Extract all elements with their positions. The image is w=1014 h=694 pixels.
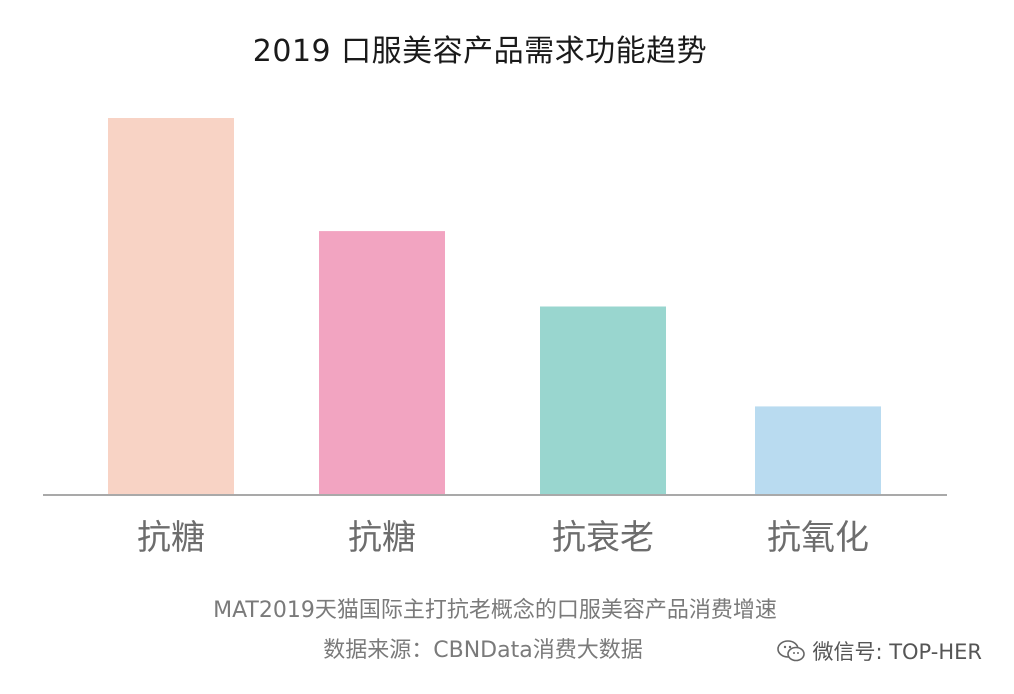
category-label-1: 抗糖 [137, 518, 205, 558]
category-labels: 抗糖 抗糖 抗衰老 抗氧化 [137, 518, 869, 558]
bar-1 [108, 118, 234, 495]
bar-3 [540, 306, 666, 495]
watermark-text: 微信号: TOP-HER [812, 640, 982, 664]
chart-title: 2019 口服美容产品需求功能趋势 [252, 34, 708, 69]
category-label-3: 抗衰老 [552, 518, 654, 558]
category-label-4: 抗氧化 [767, 518, 869, 558]
wechat-icon [777, 640, 806, 662]
bar-4 [755, 406, 881, 495]
watermark: 微信号: TOP-HER [776, 636, 982, 666]
bar-2 [319, 231, 445, 495]
caption-line-1: MAT2019天猫国际主打抗老概念的口服美容产品消费增速 [213, 598, 777, 623]
category-label-2: 抗糖 [348, 518, 416, 558]
caption-source: 数据来源：CBNData消费大数据 [323, 638, 643, 663]
bars-group [108, 118, 881, 495]
